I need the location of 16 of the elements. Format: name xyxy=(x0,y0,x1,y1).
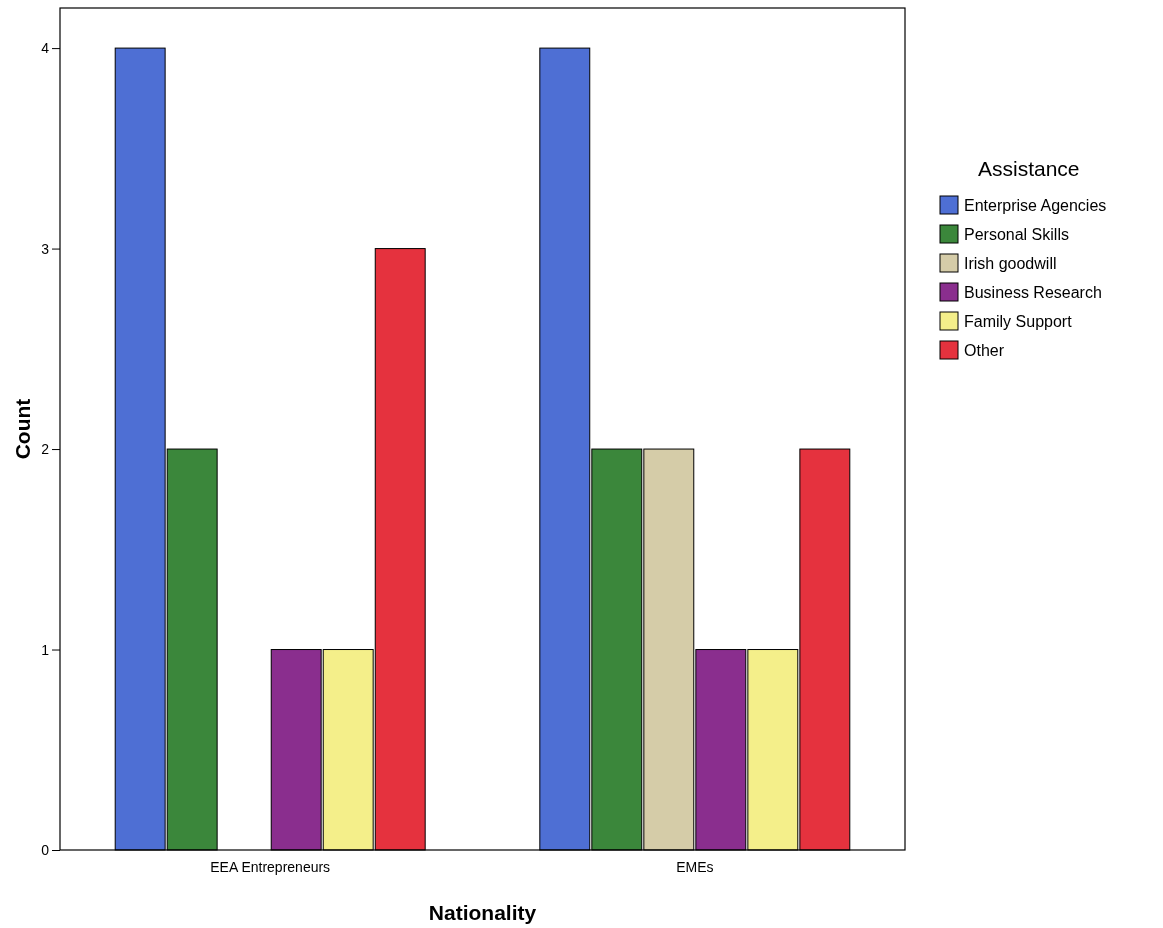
y-tick-label: 4 xyxy=(41,40,50,57)
x-tick-label: EMEs xyxy=(676,858,714,875)
y-axis-title: Count xyxy=(11,398,34,460)
legend-label: Family Support xyxy=(964,313,1073,330)
y-tick-label: 1 xyxy=(41,641,50,658)
y-tick-label: 3 xyxy=(41,240,50,257)
x-tick-label: EEA Entrepreneurs xyxy=(210,858,331,875)
legend-label: Enterprise Agencies xyxy=(964,197,1107,214)
legend-title: Assistance xyxy=(978,157,1080,180)
legend-label: Other xyxy=(964,342,1005,359)
legend-label: Business Research xyxy=(964,284,1102,301)
x-axis-title: Nationality xyxy=(428,901,537,924)
y-tick-label: 2 xyxy=(41,441,50,458)
y-tick-label: 0 xyxy=(41,841,50,858)
legend-label: Irish goodwill xyxy=(964,255,1057,272)
legend-label: Personal Skills xyxy=(964,226,1069,243)
